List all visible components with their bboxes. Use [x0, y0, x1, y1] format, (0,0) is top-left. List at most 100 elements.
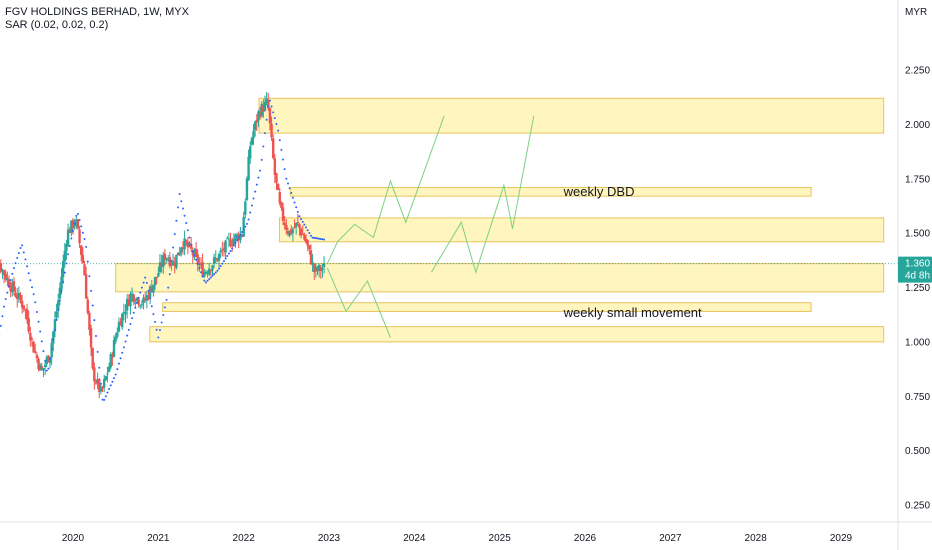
sar-dot — [318, 237, 321, 240]
candle-body — [93, 367, 96, 382]
sar-dot — [178, 192, 181, 195]
candle-body — [57, 300, 60, 311]
sar-dot — [52, 338, 55, 341]
sar-dot — [17, 252, 20, 255]
sar-dot — [142, 281, 145, 284]
sar-dot — [58, 299, 61, 302]
sar-dot — [201, 275, 204, 278]
candle-body — [313, 264, 316, 273]
sar-dot — [254, 190, 257, 193]
sar-dot — [144, 276, 147, 279]
sar-dot — [175, 219, 178, 222]
candle-body — [280, 202, 283, 209]
candle-body — [226, 238, 229, 240]
price-tag-value: 1.360 — [905, 259, 930, 270]
projection-line — [430, 115, 535, 275]
sar-dot — [78, 219, 81, 222]
sar-dot — [172, 246, 175, 249]
candle-body — [212, 257, 216, 264]
candle-body — [219, 250, 222, 253]
candle-body — [275, 173, 278, 183]
sar-dot — [16, 257, 19, 260]
candle-body — [188, 243, 191, 246]
sar-dot — [50, 348, 53, 351]
candle-body — [249, 146, 252, 159]
sar-dot — [42, 350, 45, 353]
sar-dot — [122, 346, 125, 349]
candle-body — [288, 230, 291, 236]
candle-body — [319, 267, 322, 272]
candle-body — [38, 364, 42, 371]
sar-dot — [131, 317, 134, 320]
sar-dot — [109, 384, 112, 387]
sar-dot — [111, 380, 114, 383]
sar-dot — [295, 206, 298, 209]
candle-body — [117, 321, 121, 332]
candle-body — [148, 286, 152, 298]
sar-dot — [37, 320, 40, 323]
sar-dot — [140, 286, 143, 289]
candle-body — [4, 273, 7, 280]
sar-dot — [116, 368, 119, 371]
sar-dot — [170, 259, 173, 262]
y-tick-label: 2.250 — [905, 66, 930, 77]
candle-body — [112, 339, 116, 357]
x-tick-label: 2029 — [830, 533, 853, 544]
candle-body — [308, 245, 311, 250]
candle-body — [273, 158, 277, 175]
sar-dot — [63, 271, 66, 274]
zone-rect — [290, 186, 812, 197]
sar-dot — [211, 274, 214, 277]
candle-body — [257, 111, 260, 121]
candle-body — [265, 98, 268, 102]
price-tag-countdown: 4d 8h — [905, 271, 930, 282]
sar-dot — [313, 236, 316, 239]
sar-dot — [117, 362, 120, 365]
candle-body — [227, 238, 231, 240]
candle-body — [76, 219, 80, 229]
candle-body — [171, 261, 175, 266]
candle-body — [130, 293, 134, 296]
candle-body — [203, 272, 206, 277]
candle-body — [29, 333, 32, 341]
candle-body — [163, 253, 167, 261]
sar-dot — [91, 304, 94, 307]
sar-dot — [65, 262, 68, 265]
candle-body — [322, 263, 326, 267]
sar-dot — [245, 222, 248, 225]
candle-body — [316, 267, 319, 272]
candle-body — [221, 249, 224, 251]
candle-body — [168, 257, 172, 267]
candle-body — [290, 228, 293, 234]
candle-body — [132, 294, 135, 303]
y-tick-label: 0.250 — [905, 501, 930, 512]
candle-body — [40, 366, 44, 370]
candle-body — [70, 220, 73, 233]
sar-dot — [168, 273, 171, 276]
candle-body — [317, 264, 321, 271]
y-tick-label: 1.000 — [905, 337, 930, 348]
candle-body — [229, 239, 232, 247]
candle-body — [301, 233, 304, 235]
candle-body — [245, 178, 249, 200]
candle-body — [12, 281, 16, 292]
sar-dot — [136, 301, 138, 304]
candle-body — [68, 229, 71, 234]
sar-dot — [180, 200, 183, 203]
y-axis-unit: MYR — [905, 7, 927, 18]
sar-dot — [218, 267, 221, 270]
candle-body — [17, 292, 21, 298]
candle-body — [61, 261, 65, 278]
sar-dot — [188, 236, 191, 239]
sar-dot — [106, 391, 109, 394]
sar-dot — [285, 177, 288, 180]
sar-dot — [114, 373, 117, 376]
sar-dot — [272, 111, 275, 114]
candle-body — [183, 238, 186, 250]
candle-body — [111, 354, 114, 358]
sar-dot — [160, 321, 163, 324]
sar-dot — [208, 278, 211, 281]
candle-body — [142, 297, 145, 304]
